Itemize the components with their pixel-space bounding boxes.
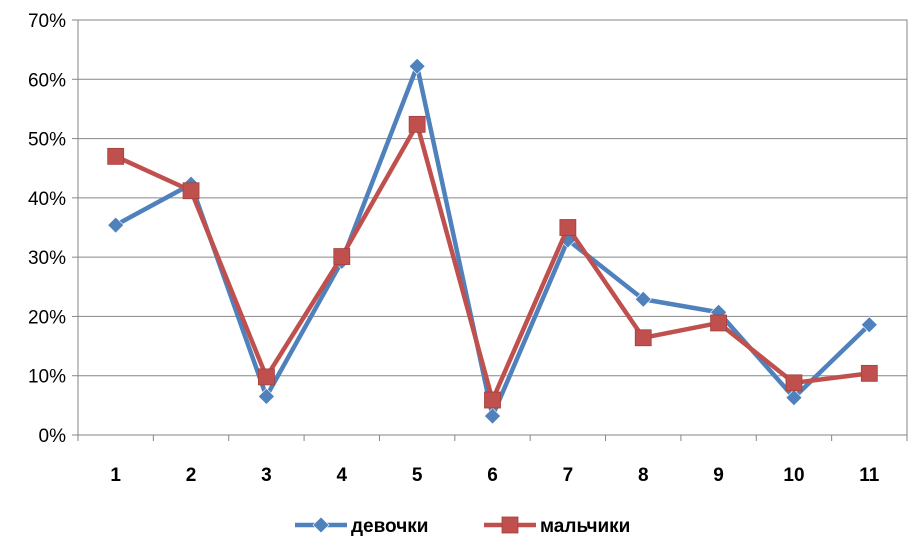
data-point-square xyxy=(484,391,501,409)
data-point-square xyxy=(785,374,803,392)
legend-swatch-marker xyxy=(501,516,519,534)
legend: девочки мальчики xyxy=(295,516,630,537)
data-point-square xyxy=(258,368,275,386)
data-point-diamond xyxy=(408,57,426,75)
x-category-label: 3 xyxy=(261,465,272,486)
data-point-diamond xyxy=(484,407,501,425)
y-tick-label: 30% xyxy=(28,248,66,269)
x-category-label: 2 xyxy=(186,465,197,486)
x-category-label: 1 xyxy=(110,465,121,486)
x-category-label: 6 xyxy=(487,465,498,486)
legend-swatch-marker xyxy=(312,516,330,534)
series-line xyxy=(113,63,872,419)
legend-item: мальчики xyxy=(484,516,630,537)
data-point-diamond xyxy=(257,388,275,405)
data-point-diamond xyxy=(634,290,652,308)
x-category-label: 5 xyxy=(412,465,423,486)
data-point-diamond xyxy=(785,389,803,407)
y-tick-label: 60% xyxy=(28,70,66,91)
legend-label: девочки xyxy=(351,516,428,537)
data-point-diamond xyxy=(860,316,878,334)
x-category-label: 9 xyxy=(713,465,724,486)
y-axis-tick-labels: 0% 10% 20% 30% 40% 50% 60% 70% xyxy=(28,11,66,447)
legend-label: мальчики xyxy=(540,516,630,537)
data-point-square xyxy=(559,219,577,236)
x-axis-category-labels: 1 2 3 4 5 6 7 8 9 10 11 xyxy=(110,465,879,486)
axes xyxy=(72,19,908,441)
data-point-square xyxy=(710,314,727,332)
y-tick-label: 20% xyxy=(28,307,66,328)
x-category-label: 11 xyxy=(859,465,880,486)
data-point-square xyxy=(634,329,652,347)
data-point-square xyxy=(107,147,125,165)
data-point-square xyxy=(860,364,878,382)
legend-item: девочки xyxy=(295,516,428,537)
y-tick-label: 40% xyxy=(28,189,66,210)
series xyxy=(107,57,878,425)
y-tick-label: 10% xyxy=(28,367,66,388)
y-tick-label: 50% xyxy=(28,130,66,151)
y-tick-label: 0% xyxy=(39,426,67,447)
x-category-label: 8 xyxy=(638,465,649,486)
x-category-label: 10 xyxy=(783,465,804,486)
data-point-square xyxy=(408,115,426,133)
data-point-square xyxy=(333,248,351,265)
gridlines xyxy=(78,19,907,377)
data-point-diamond xyxy=(107,216,125,234)
series-2 xyxy=(107,115,878,409)
x-category-label: 7 xyxy=(563,465,574,486)
y-tick-label: 70% xyxy=(28,11,66,32)
data-point-square xyxy=(182,182,200,200)
plot-area-border xyxy=(77,19,908,436)
x-category-label: 4 xyxy=(336,465,347,486)
series-1 xyxy=(107,57,878,425)
series-line xyxy=(113,122,872,403)
